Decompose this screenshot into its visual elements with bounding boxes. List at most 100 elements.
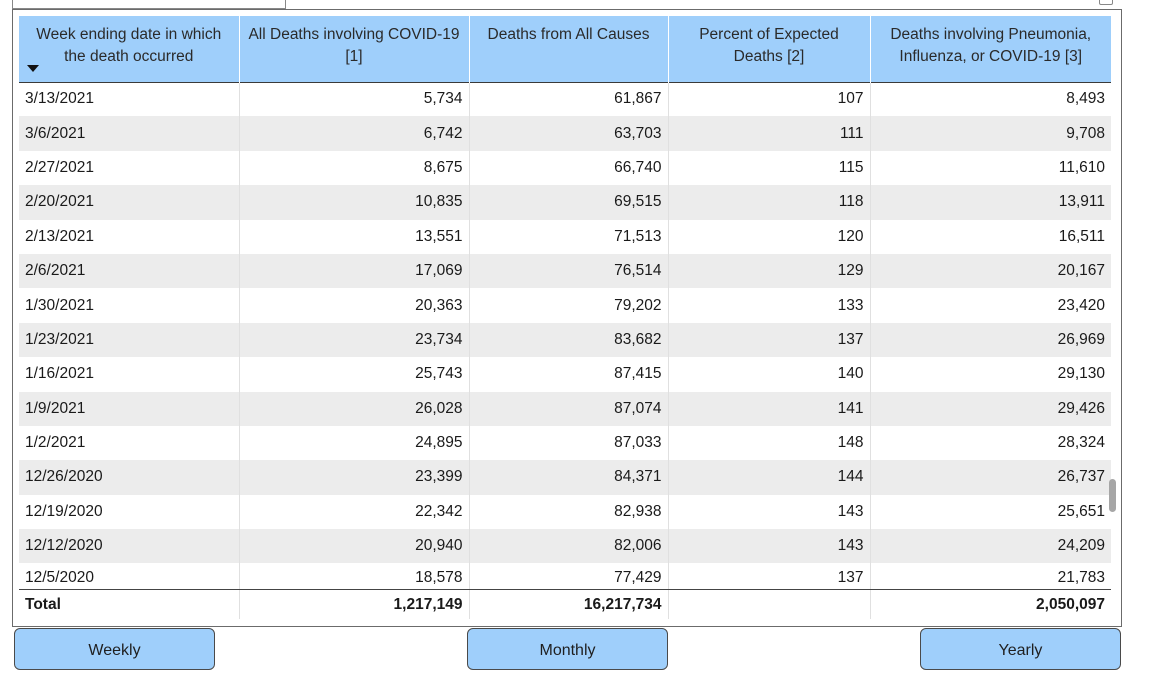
- cell-week-ending: 2/6/2021: [19, 253, 239, 289]
- cell-pneumonia-influenza-covid: 20,167: [869, 253, 1111, 289]
- window-control-icon[interactable]: [1099, 0, 1113, 5]
- table-row: 1/23/2021 23,734 83,682 137 26,969: [19, 322, 1111, 358]
- deaths-table: Week ending date in which the death occu…: [19, 16, 1111, 620]
- total-covid-deaths: 1,217,149: [238, 589, 469, 620]
- cell-all-causes: 87,074: [468, 391, 668, 426]
- cell-covid-deaths: 23,734: [238, 322, 469, 358]
- cell-week-ending: 12/5/2020: [19, 563, 239, 590]
- table-row: 1/2/2021 24,895 87,033 148 28,324: [19, 425, 1111, 461]
- table-row: 12/19/2020 22,342 82,938 143 25,651: [19, 494, 1111, 530]
- cell-percent-expected: 141: [667, 391, 870, 426]
- cell-pneumonia-influenza-covid: 23,420: [869, 288, 1111, 323]
- cell-pneumonia-influenza-covid: 26,969: [869, 322, 1111, 358]
- cell-week-ending: 1/16/2021: [25, 365, 94, 383]
- monthly-button[interactable]: Monthly: [467, 628, 668, 670]
- cell-covid-deaths: 23,399: [238, 460, 469, 495]
- weekly-button[interactable]: Weekly: [14, 628, 215, 670]
- table-row: 2/6/2021 17,069 76,514 129 20,167: [19, 253, 1111, 289]
- cell-pneumonia-influenza-covid: 11,610: [869, 150, 1111, 186]
- sort-descending-icon[interactable]: [27, 64, 39, 72]
- cell-covid-deaths: 5,734: [238, 82, 469, 117]
- cell-pneumonia-influenza-covid: 8,493: [869, 82, 1111, 117]
- cell-all-causes: 83,682: [468, 322, 668, 358]
- cell-percent-expected: 143: [667, 494, 870, 530]
- cell-all-causes: 66,740: [468, 150, 668, 186]
- cell-percent-expected: 120: [667, 219, 870, 254]
- cell-percent-expected: 140: [667, 357, 870, 392]
- cell-week-ending: 3/6/2021: [19, 116, 239, 151]
- cell-all-causes: 84,371: [468, 460, 668, 495]
- cell-pneumonia-influenza-covid: 21,783: [869, 563, 1111, 590]
- cell-all-causes: 61,867: [468, 82, 668, 117]
- cell-percent-expected: 137: [667, 563, 870, 590]
- cell-week-ending: 12/19/2020: [25, 502, 103, 520]
- header-week-ending-label: Week ending date in which the death occu…: [36, 26, 222, 65]
- header-all-causes[interactable]: Deaths from All Causes: [468, 16, 668, 82]
- cell-percent-expected: 129: [667, 253, 870, 289]
- cell-percent-expected: 137: [667, 322, 870, 358]
- table-row: 12/5/2020 18,578 77,429 137 21,783: [19, 563, 1111, 590]
- vertical-scrollbar-thumb[interactable]: [1109, 479, 1116, 512]
- table-row: 2/27/2021 8,675 66,740 115 11,610: [19, 150, 1111, 186]
- cell-week-ending: 2/20/2021: [19, 185, 239, 220]
- cell-week-ending: 12/26/2020: [19, 460, 239, 495]
- cell-pneumonia-influenza-covid: 29,426: [869, 391, 1111, 426]
- cell-all-causes: 87,033: [468, 425, 668, 461]
- table-header-row: Week ending date in which the death occu…: [19, 16, 1111, 82]
- cell-all-causes: 76,514: [468, 253, 668, 289]
- cell-pneumonia-influenza-covid: 28,324: [869, 425, 1111, 461]
- cell-covid-deaths: 25,743: [238, 357, 469, 392]
- data-table-panel: Week ending date in which the death occu…: [12, 9, 1122, 627]
- top-panel-frame: [12, 0, 286, 9]
- cell-week-ending: 1/30/2021: [25, 296, 94, 314]
- cell-pneumonia-influenza-covid: 13,911: [869, 185, 1111, 220]
- cell-all-causes: 79,202: [468, 288, 668, 323]
- header-week-ending[interactable]: Week ending date in which the death occu…: [19, 16, 239, 82]
- cell-percent-expected: 148: [667, 425, 870, 461]
- cell-percent-expected: 107: [667, 82, 870, 117]
- table-row: 1/16/2021 25,743 87,415 140 29,130: [19, 357, 1111, 392]
- cell-pneumonia-influenza-covid: 16,511: [869, 219, 1111, 254]
- total-label: Total: [25, 595, 61, 613]
- table-row: 3/6/2021 6,742 63,703 111 9,708: [19, 116, 1111, 151]
- cell-percent-expected: 115: [667, 150, 870, 186]
- cell-covid-deaths: 20,363: [238, 288, 469, 323]
- total-row: Total 1,217,149 16,217,734 2,050,097: [19, 589, 1111, 620]
- cell-pneumonia-influenza-covid: 9,708: [869, 116, 1111, 151]
- cell-covid-deaths: 24,895: [238, 425, 469, 461]
- cell-week-ending: 2/27/2021: [25, 158, 94, 176]
- cell-week-ending: 3/13/2021: [25, 90, 94, 108]
- cell-all-causes: 82,938: [468, 494, 668, 530]
- cell-all-causes: 71,513: [468, 219, 668, 254]
- cell-all-causes: 69,515: [468, 185, 668, 220]
- cell-percent-expected: 118: [667, 185, 870, 220]
- cell-percent-expected: 144: [667, 460, 870, 495]
- cell-all-causes: 77,429: [468, 563, 668, 590]
- header-pneumonia-influenza-covid[interactable]: Deaths involving Pneumonia, Influenza, o…: [869, 16, 1111, 82]
- table-row: 2/20/2021 10,835 69,515 118 13,911: [19, 185, 1111, 220]
- total-pneumonia-influenza-covid: 2,050,097: [869, 589, 1111, 620]
- table-row: 1/9/2021 26,028 87,074 141 29,426: [19, 391, 1111, 426]
- cell-all-causes: 82,006: [468, 529, 668, 564]
- header-covid-deaths[interactable]: All Deaths involving COVID-19 [1]: [238, 16, 469, 82]
- cell-pneumonia-influenza-covid: 26,737: [869, 460, 1111, 495]
- cell-week-ending: 1/9/2021: [19, 391, 239, 426]
- cell-all-causes: 87,415: [468, 357, 668, 392]
- cell-week-ending: 12/12/2020: [19, 529, 239, 564]
- cell-covid-deaths: 26,028: [238, 391, 469, 426]
- cell-percent-expected: 143: [667, 529, 870, 564]
- cell-week-ending: 2/13/2021: [25, 227, 94, 245]
- table-row: 12/26/2020 23,399 84,371 144 26,737: [19, 460, 1111, 495]
- total-all-causes: 16,217,734: [468, 589, 668, 620]
- total-percent-expected: [667, 589, 870, 620]
- header-percent-expected[interactable]: Percent of Expected Deaths [2]: [667, 16, 870, 82]
- cell-covid-deaths: 17,069: [238, 253, 469, 289]
- cell-week-ending: 1/2/2021: [25, 434, 86, 452]
- cell-percent-expected: 111: [667, 116, 870, 151]
- cell-all-causes: 63,703: [468, 116, 668, 151]
- cell-covid-deaths: 22,342: [238, 494, 469, 530]
- cell-covid-deaths: 20,940: [238, 529, 469, 564]
- cell-covid-deaths: 10,835: [238, 185, 469, 220]
- cell-pneumonia-influenza-covid: 24,209: [869, 529, 1111, 564]
- yearly-button[interactable]: Yearly: [920, 628, 1121, 670]
